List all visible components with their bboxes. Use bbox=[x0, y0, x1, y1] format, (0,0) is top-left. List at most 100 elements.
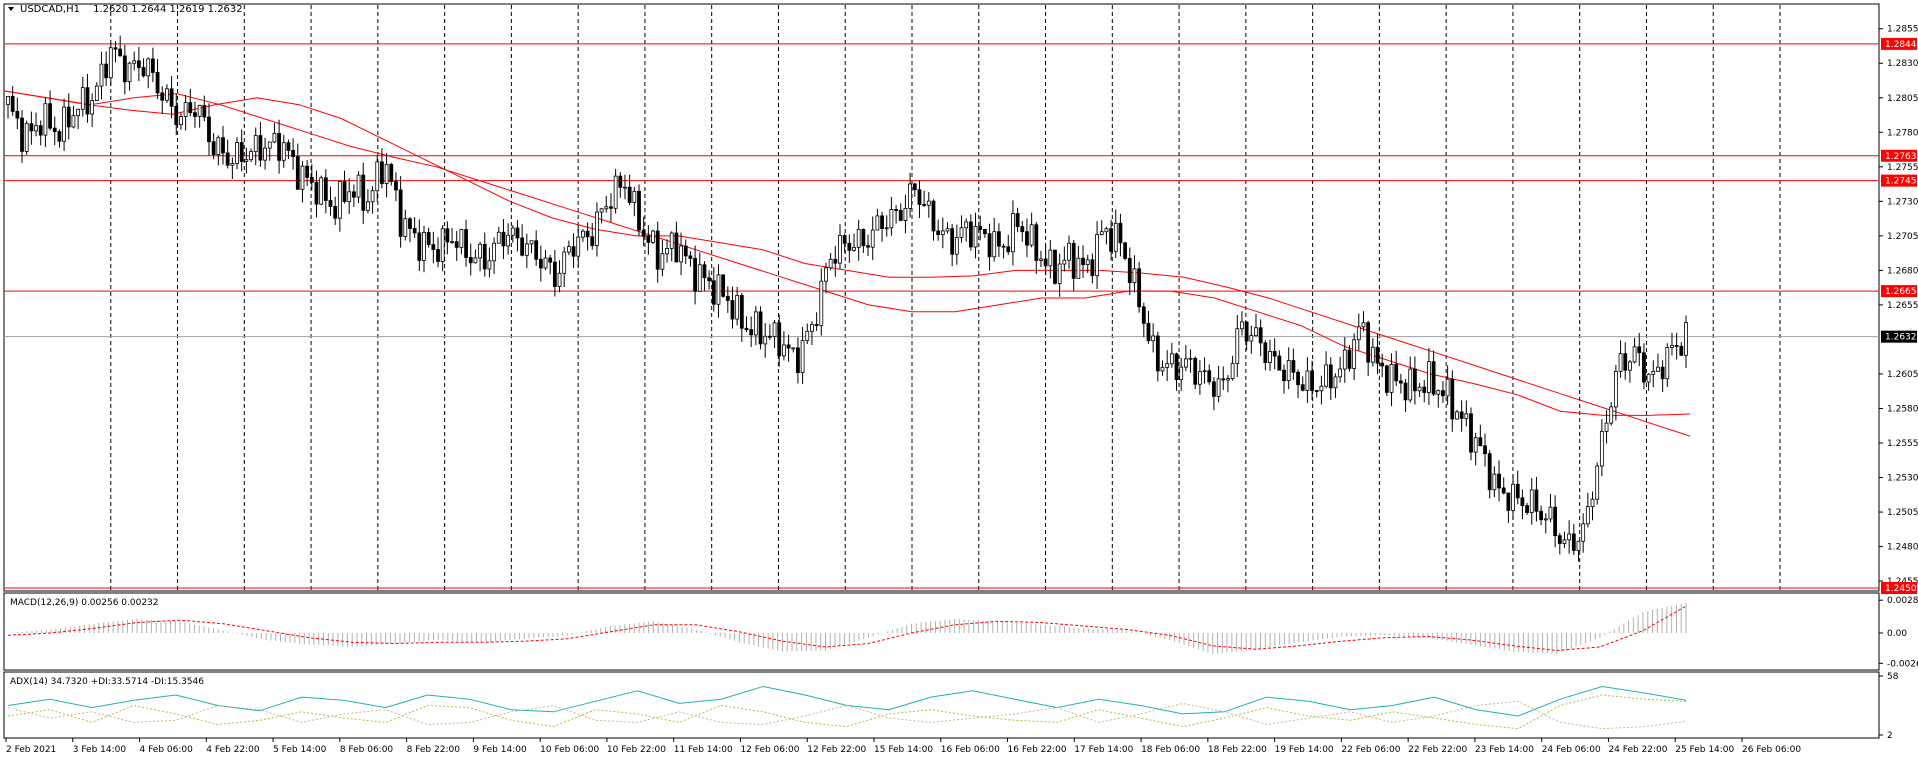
candle-body bbox=[828, 258, 833, 269]
price-panel[interactable]: USDCAD,H1 1.2620 1.2644 1.2619 1.2632 1.… bbox=[3, 3, 1918, 594]
candle-body bbox=[1413, 368, 1417, 392]
candle-body bbox=[922, 204, 927, 206]
candle-body bbox=[1398, 380, 1403, 384]
candle-body bbox=[1557, 535, 1562, 544]
candle-body bbox=[515, 227, 520, 239]
time-axis[interactable]: 2 Feb 2021 3 Feb 14:00 4 Feb 06:00 4 Feb 22… bbox=[5, 738, 1801, 755]
candle-body bbox=[468, 257, 473, 264]
candle-body bbox=[1244, 321, 1249, 342]
candle-body bbox=[122, 55, 127, 83]
candle-body bbox=[295, 156, 300, 190]
candle-body bbox=[987, 233, 992, 258]
candle-body bbox=[721, 274, 726, 297]
candle-body bbox=[160, 92, 165, 101]
candle-body bbox=[954, 237, 959, 255]
time-tick-label: 22 Feb 22:00 bbox=[1408, 745, 1467, 755]
candle-body bbox=[473, 257, 478, 264]
candle-body bbox=[1487, 453, 1492, 491]
candle-body bbox=[1525, 505, 1529, 513]
time-tick-label: 2 Feb 2021 bbox=[6, 745, 56, 755]
candle-body bbox=[1599, 430, 1604, 467]
candle-body bbox=[1212, 381, 1216, 397]
collapse-triangle-icon[interactable] bbox=[8, 7, 14, 11]
price-axis[interactable]: 1.2855 1.2830 1.2805 1.2780 1.2755 1.2730 1.27… bbox=[1879, 25, 1918, 594]
candle-body bbox=[113, 47, 118, 50]
time-tick-label: 23 Feb 14:00 bbox=[1475, 745, 1534, 755]
candle-body bbox=[57, 131, 62, 142]
candle-body bbox=[1483, 445, 1487, 455]
candle-body bbox=[997, 231, 1001, 247]
candle-body bbox=[940, 230, 945, 235]
candle-body bbox=[674, 232, 679, 263]
candle-body bbox=[524, 243, 529, 256]
candle-body bbox=[646, 235, 651, 243]
candle-body bbox=[408, 218, 412, 229]
candle-body bbox=[277, 133, 281, 161]
candle-body bbox=[763, 335, 768, 345]
candle-body bbox=[267, 141, 272, 149]
adx-axis[interactable]: 58 2 bbox=[1879, 672, 1899, 741]
time-tick-label: 10 Feb 22:00 bbox=[607, 745, 666, 755]
candle-body bbox=[758, 311, 763, 345]
candle-body bbox=[1590, 498, 1595, 507]
candle-body bbox=[1431, 361, 1436, 395]
macd-panel[interactable]: MACD(12,26,9) 0.00256 0.00232 0.002810.0… bbox=[3, 592, 1918, 671]
candle-body bbox=[1076, 257, 1081, 279]
price-tick-label: 1.2755 bbox=[1887, 163, 1918, 173]
candle-body bbox=[1436, 390, 1441, 395]
adx-panel[interactable]: ADX(14) 34.7320 +DI:33.5714 -DI:15.3546 … bbox=[3, 671, 1899, 741]
candle-body bbox=[1095, 234, 1099, 277]
candle-body bbox=[557, 272, 562, 287]
candle-body bbox=[1403, 382, 1408, 401]
candle-body bbox=[1300, 384, 1305, 391]
candle-body bbox=[76, 108, 81, 117]
level-price-box bbox=[1881, 149, 1917, 162]
time-tick-label: 18 Feb 22:00 bbox=[1208, 745, 1267, 755]
candle-body bbox=[1534, 489, 1539, 512]
candle-body bbox=[880, 215, 884, 229]
candle-body bbox=[165, 88, 169, 101]
candle-body bbox=[211, 141, 216, 155]
ma-line bbox=[3, 90, 1691, 437]
candle-body bbox=[1104, 228, 1109, 233]
candle-body bbox=[852, 246, 856, 251]
candle-body bbox=[412, 228, 417, 234]
candle-body bbox=[637, 190, 641, 231]
candle-body bbox=[300, 165, 305, 190]
candle-body bbox=[1646, 373, 1651, 383]
time-tick-label: 3 Feb 14:00 bbox=[73, 745, 127, 755]
candle-body bbox=[1048, 249, 1053, 267]
candle-body bbox=[1109, 228, 1113, 252]
candle-body bbox=[1282, 369, 1286, 382]
candle-body bbox=[1375, 346, 1380, 364]
candle-body bbox=[725, 295, 730, 301]
candle-body bbox=[964, 221, 969, 229]
candle-body bbox=[1006, 246, 1011, 253]
candle-body bbox=[1216, 378, 1221, 397]
price-tick-label: 1.2555 bbox=[1887, 439, 1918, 449]
candle-body bbox=[796, 347, 800, 373]
candle-body bbox=[978, 225, 983, 230]
candle-body bbox=[1366, 322, 1371, 363]
candle-body bbox=[529, 240, 534, 245]
candle-body bbox=[169, 88, 174, 107]
candle-body bbox=[1445, 378, 1450, 397]
time-tick-label: 22 Feb 06:00 bbox=[1341, 745, 1400, 755]
candle-body bbox=[496, 231, 501, 244]
candle-body bbox=[1123, 242, 1128, 259]
candle-body bbox=[627, 186, 632, 203]
adx-tick-label: 2 bbox=[1887, 731, 1893, 741]
candle-body bbox=[202, 105, 207, 118]
candle-body bbox=[361, 174, 366, 211]
candle-body bbox=[1511, 483, 1515, 511]
candle-body bbox=[235, 142, 239, 164]
candle-body bbox=[1352, 339, 1357, 369]
candle-body bbox=[1422, 386, 1427, 393]
candle-body bbox=[669, 232, 674, 249]
candle-body bbox=[1277, 355, 1282, 371]
candle-body bbox=[1127, 258, 1132, 284]
candle-body bbox=[328, 200, 333, 207]
candle-body bbox=[847, 242, 852, 251]
